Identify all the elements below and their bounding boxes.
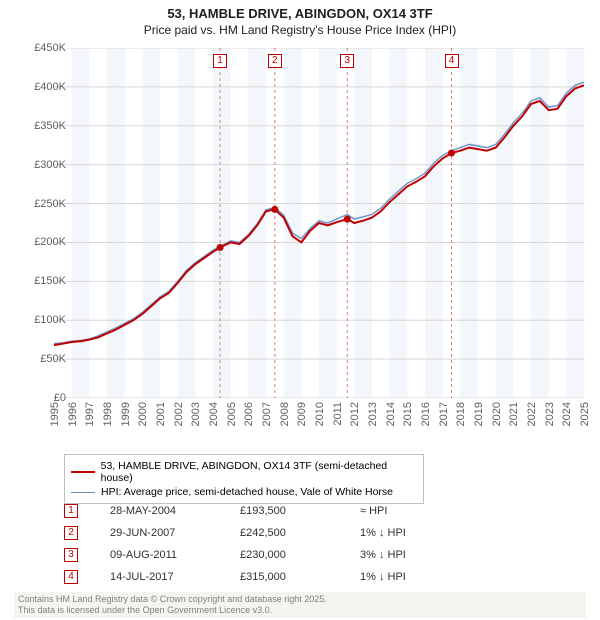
- table-row: 2 29-JUN-2007£242,5001% ↓ HPI: [64, 522, 470, 544]
- table-row: 1 28-MAY-2004£193,500≈ HPI: [64, 500, 470, 522]
- x-tick-label: 1996: [67, 402, 79, 426]
- x-tick-label: 2022: [526, 402, 538, 426]
- x-tick-label: 2014: [385, 402, 397, 426]
- y-tick-label: £200K: [34, 236, 66, 248]
- x-tick-label: 2010: [314, 402, 326, 426]
- y-tick-label: £250K: [34, 198, 66, 210]
- x-tick-label: 1995: [49, 402, 61, 426]
- x-tick-label: 2016: [420, 402, 432, 426]
- legend-swatch: [71, 492, 95, 493]
- row-hpi: 1% ↓ HPI: [360, 527, 470, 539]
- row-date: 29-JUN-2007: [110, 527, 240, 539]
- legend-item: HPI: Average price, semi-detached house,…: [71, 485, 417, 499]
- x-tick-label: 2012: [349, 402, 361, 426]
- chart-title: 53, HAMBLE DRIVE, ABINGDON, OX14 3TF: [0, 0, 600, 23]
- footer: Contains HM Land Registry data © Crown c…: [14, 592, 586, 618]
- x-tick-label: 2024: [561, 402, 573, 426]
- y-tick-label: £50K: [40, 353, 66, 365]
- x-tick-label: 2020: [491, 402, 503, 426]
- row-marker-num: 4: [64, 570, 78, 584]
- x-tick-label: 2007: [261, 402, 273, 426]
- row-date: 14-JUL-2017: [110, 571, 240, 583]
- legend: 53, HAMBLE DRIVE, ABINGDON, OX14 3TF (se…: [64, 454, 424, 504]
- chart-area: [54, 48, 584, 398]
- x-tick-label: 2000: [137, 402, 149, 426]
- y-tick-label: £100K: [34, 314, 66, 326]
- row-date: 09-AUG-2011: [110, 549, 240, 561]
- marker-box: 2: [268, 54, 282, 68]
- legend-swatch: [71, 471, 95, 473]
- x-tick-label: 1998: [102, 402, 114, 426]
- x-tick-label: 2006: [243, 402, 255, 426]
- y-tick-label: £400K: [34, 81, 66, 93]
- x-tick-label: 1997: [84, 402, 96, 426]
- table-row: 3 09-AUG-2011£230,0003% ↓ HPI: [64, 544, 470, 566]
- x-tick-label: 2021: [508, 402, 520, 426]
- row-hpi: ≈ HPI: [360, 505, 470, 517]
- marker-box: 4: [445, 54, 459, 68]
- row-marker-num: 1: [64, 504, 78, 518]
- x-tick-label: 2017: [438, 402, 450, 426]
- y-tick-label: £300K: [34, 159, 66, 171]
- y-tick-label: £150K: [34, 275, 66, 287]
- marker-box: 3: [340, 54, 354, 68]
- x-tick-label: 2018: [455, 402, 467, 426]
- x-tick-label: 2023: [544, 402, 556, 426]
- x-tick-label: 2004: [208, 402, 220, 426]
- row-price: £242,500: [240, 527, 360, 539]
- y-tick-label: £450K: [34, 42, 66, 54]
- x-tick-label: 2001: [155, 402, 167, 426]
- row-price: £315,000: [240, 571, 360, 583]
- x-tick-label: 2025: [579, 402, 591, 426]
- legend-label: 53, HAMBLE DRIVE, ABINGDON, OX14 3TF (se…: [101, 460, 417, 484]
- x-tick-label: 2002: [173, 402, 185, 426]
- x-tick-label: 2013: [367, 402, 379, 426]
- row-marker-num: 2: [64, 526, 78, 540]
- row-price: £193,500: [240, 505, 360, 517]
- row-price: £230,000: [240, 549, 360, 561]
- x-tick-label: 2011: [332, 402, 344, 426]
- footer-line1: Contains HM Land Registry data © Crown c…: [18, 594, 582, 605]
- x-tick-label: 2005: [226, 402, 238, 426]
- row-hpi: 3% ↓ HPI: [360, 549, 470, 561]
- chart-subtitle: Price paid vs. HM Land Registry's House …: [0, 23, 600, 41]
- x-tick-label: 2008: [279, 402, 291, 426]
- x-tick-label: 2019: [473, 402, 485, 426]
- legend-item: 53, HAMBLE DRIVE, ABINGDON, OX14 3TF (se…: [71, 459, 417, 485]
- x-tick-label: 2009: [296, 402, 308, 426]
- y-tick-label: £350K: [34, 120, 66, 132]
- x-tick-label: 2015: [402, 402, 414, 426]
- row-marker-num: 3: [64, 548, 78, 562]
- chart-svg: [54, 48, 584, 398]
- table-row: 4 14-JUL-2017£315,0001% ↓ HPI: [64, 566, 470, 588]
- marker-box: 1: [213, 54, 227, 68]
- row-date: 28-MAY-2004: [110, 505, 240, 517]
- x-tick-label: 1999: [120, 402, 132, 426]
- data-table: 1 28-MAY-2004£193,500≈ HPI 2 29-JUN-2007£24…: [64, 500, 470, 588]
- x-tick-label: 2003: [190, 402, 202, 426]
- legend-label: HPI: Average price, semi-detached house,…: [101, 486, 393, 498]
- footer-line2: This data is licensed under the Open Gov…: [18, 605, 582, 616]
- row-hpi: 1% ↓ HPI: [360, 571, 470, 583]
